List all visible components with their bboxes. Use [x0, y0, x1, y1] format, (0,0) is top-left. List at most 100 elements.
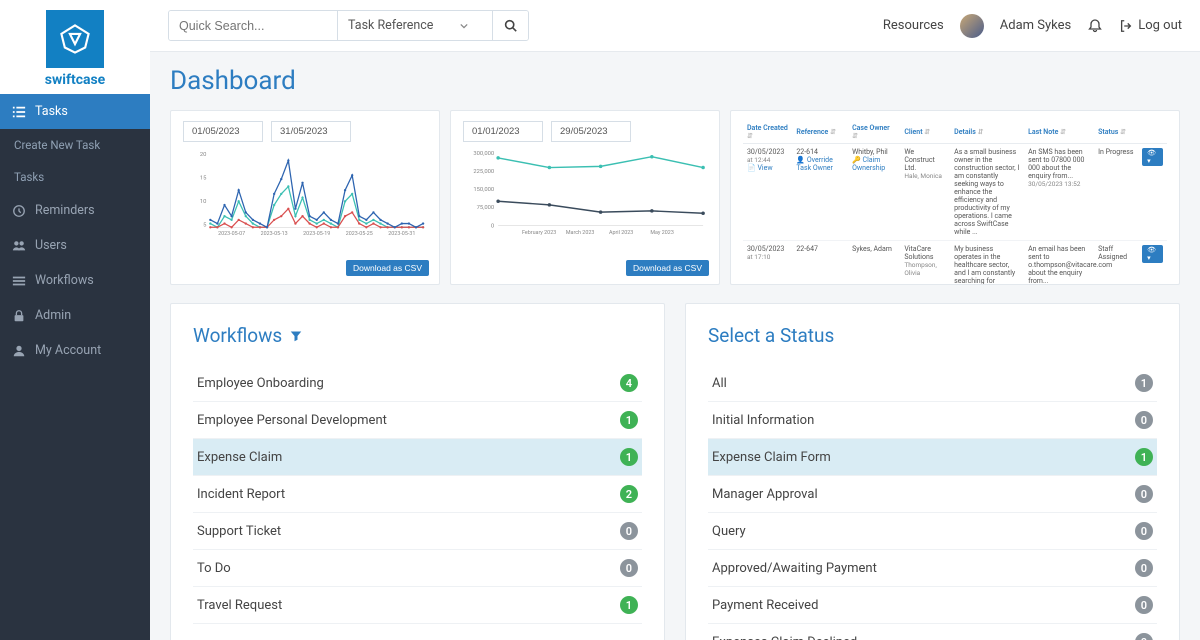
list-item[interactable]: To Do0 [193, 550, 642, 587]
list-item-label: Incident Report [197, 487, 285, 502]
list-item[interactable]: Approved/Awaiting Payment0 [708, 550, 1157, 587]
svg-text:March 2023: March 2023 [566, 230, 595, 236]
list-item-label: Travel Request [197, 598, 282, 613]
list-item-label: Employee Onboarding [197, 376, 324, 391]
logout-label: Log out [1138, 18, 1182, 33]
statuses-title: Select a Status [708, 324, 1157, 347]
search-icon [504, 19, 517, 32]
th-owner[interactable]: Case Owner ⇵ [848, 121, 900, 144]
sidebar-label: Users [35, 238, 67, 253]
workflows-title: Workflows [193, 324, 642, 347]
chart2-date-to[interactable] [551, 121, 631, 142]
view-link[interactable]: 📄 View [747, 164, 773, 172]
search-type-select[interactable]: Task Reference [337, 11, 492, 40]
override-link[interactable]: 👤 Override Task Owner [796, 156, 844, 172]
sidebar-item-users[interactable]: Users [0, 228, 150, 263]
svg-text:2023-05-25: 2023-05-25 [346, 231, 373, 237]
table-row[interactable]: 30/05/2023at 17:10 22-647 Sykes, Adam Vi… [743, 241, 1167, 286]
sidebar-item-reminders[interactable]: Reminders [0, 193, 150, 228]
svg-text:10: 10 [200, 199, 207, 205]
list-item[interactable]: Expense Claim1 [193, 439, 642, 476]
workflows-title-text: Workflows [193, 324, 282, 347]
sidebar-item-tasks[interactable]: Tasks [0, 94, 150, 129]
logo-icon [46, 10, 104, 68]
count-badge: 4 [620, 374, 638, 392]
sidebar-label: Reminders [35, 203, 95, 218]
sidebar-label: My Account [35, 343, 101, 358]
logout-link[interactable]: Log out [1119, 18, 1182, 33]
sidebar-item-account[interactable]: My Account [0, 333, 150, 368]
filter-icon[interactable] [290, 330, 302, 342]
svg-text:2023-05-07: 2023-05-07 [218, 231, 245, 237]
sidebar-sub-tasks[interactable]: Tasks [0, 161, 150, 193]
list-item[interactable]: Employee Onboarding 4 [193, 365, 642, 402]
svg-text:300,000: 300,000 [473, 151, 494, 157]
list-item-label: Query [712, 524, 746, 539]
count-badge: 1 [1135, 448, 1153, 466]
list-item[interactable]: Expenses Claim Declined0 [708, 624, 1157, 640]
list-item[interactable]: Employee Personal Development1 [193, 402, 642, 439]
chart1-canvas: 20151052023-05-072023-05-132023-05-19202… [183, 148, 427, 248]
chart2-date-from[interactable] [463, 121, 543, 142]
logout-icon [1119, 19, 1133, 33]
workflows-card: Workflows Employee Onboarding 4 Employee P… [170, 303, 665, 640]
th-client[interactable]: Client ⇵ [900, 121, 950, 144]
sidebar-sub-create[interactable]: Create New Task [0, 129, 150, 161]
clock-icon [12, 204, 26, 218]
chart1-date-from[interactable] [183, 121, 263, 142]
chart-panel-2: 300,000225,000150,00075,0000February 202… [450, 110, 720, 285]
list-item[interactable]: Payment Received0 [708, 587, 1157, 624]
count-badge: 2 [620, 485, 638, 503]
list-icon [12, 105, 26, 119]
users-icon [12, 239, 26, 253]
th-note[interactable]: Last Note ⇵ [1024, 121, 1094, 144]
workflow-icon [12, 274, 26, 288]
list-item[interactable]: Initial Information0 [708, 402, 1157, 439]
th-status[interactable]: Status ⇵ [1094, 121, 1138, 144]
logo-text: swiftcase [0, 72, 150, 88]
list-item[interactable]: Expense Claim Form1 [708, 439, 1157, 476]
search-input[interactable] [169, 11, 337, 40]
search-button[interactable] [492, 11, 528, 40]
chart1-date-to[interactable] [271, 121, 351, 142]
sidebar: swiftcase Tasks Create New Task Tasks Re… [0, 0, 150, 640]
chart1-download-button[interactable]: Download as CSV [346, 260, 429, 276]
avatar[interactable] [960, 14, 984, 38]
svg-text:75,000: 75,000 [477, 205, 495, 211]
list-item[interactable]: Manager Approval0 [708, 476, 1157, 513]
table-row[interactable]: 30/05/2023at 12:44📄 View 22-614👤 Overrid… [743, 144, 1167, 241]
claim-link[interactable]: 🔑 Claim Ownership [852, 156, 896, 172]
svg-text:May 2023: May 2023 [650, 230, 673, 236]
list-item[interactable]: All1 [708, 365, 1157, 402]
chart2-canvas: 300,000225,000150,00075,0000February 202… [463, 148, 707, 248]
count-badge: 0 [1135, 485, 1153, 503]
count-badge: 0 [1135, 559, 1153, 577]
svg-text:2023-05-13: 2023-05-13 [261, 231, 288, 237]
th-ref[interactable]: Reference ⇵ [792, 121, 848, 144]
chart2-download-button[interactable]: Download as CSV [626, 260, 709, 276]
th-date[interactable]: Date Created ⇵ [743, 121, 792, 144]
list-item-label: To Do [197, 561, 231, 576]
list-item[interactable]: Query0 [708, 513, 1157, 550]
list-item[interactable]: Incident Report 2 [193, 476, 642, 513]
row-action-button[interactable]: 👁 ▾ [1142, 148, 1163, 166]
svg-text:225,000: 225,000 [473, 169, 494, 175]
chevron-down-icon [460, 22, 468, 30]
svg-text:0: 0 [491, 223, 494, 229]
bell-icon[interactable] [1087, 18, 1103, 34]
sidebar-item-admin[interactable]: Admin [0, 298, 150, 333]
sidebar-item-workflows[interactable]: Workflows [0, 263, 150, 298]
logo[interactable]: swiftcase [0, 0, 150, 94]
th-details[interactable]: Details ⇵ [950, 121, 1024, 144]
resources-link[interactable]: Resources [883, 18, 944, 33]
page-title: Dashboard [170, 66, 1180, 96]
tasks-table-panel: Date Created ⇵Reference ⇵Case Owner ⇵Cli… [730, 110, 1180, 285]
sidebar-label: Admin [35, 308, 71, 323]
list-item[interactable]: Travel Request1 [193, 587, 642, 624]
row-action-button[interactable]: 👁 ▾ [1142, 245, 1163, 263]
user-name[interactable]: Adam Sykes [1000, 18, 1071, 33]
count-badge: 0 [1135, 596, 1153, 614]
svg-text:April 2023: April 2023 [609, 230, 633, 236]
list-item[interactable]: Support Ticket0 [193, 513, 642, 550]
count-badge: 0 [1135, 633, 1153, 640]
